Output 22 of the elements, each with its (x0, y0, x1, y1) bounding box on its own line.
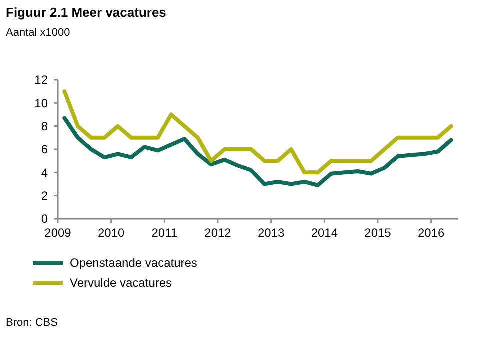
y-tick-label: 8 (41, 120, 48, 134)
y-tick-label: 0 (41, 212, 48, 226)
y-tick-label: 10 (34, 96, 48, 110)
x-tick-label: 2014 (311, 226, 338, 240)
x-tick-label: 2011 (152, 226, 178, 240)
x-tick-label: 2015 (364, 226, 392, 240)
x-tick-label: 2013 (258, 226, 286, 240)
legend-label: Vervulde vacatures (70, 276, 172, 290)
chart-title: Figuur 2.1 Meer vacatures (6, 5, 166, 20)
chart-subtitle: Aantal x1000 (6, 27, 70, 39)
text: Bron: CBS (6, 317, 58, 329)
y-tick-label: 12 (34, 73, 48, 88)
line-series (62, 90, 454, 175)
x-tick-label: 2012 (204, 226, 232, 240)
y-tick-label: 6 (41, 142, 48, 157)
legend-label: Openstaande vacatures (70, 256, 198, 270)
x-tick-label: 2016 (418, 226, 446, 240)
y-tick-label: 2 (41, 189, 48, 204)
y-tick-label: 4 (41, 166, 48, 180)
x-tick-label: 2009 (44, 226, 72, 240)
line-series (62, 116, 454, 188)
x-tick-label: 2010 (98, 226, 126, 240)
